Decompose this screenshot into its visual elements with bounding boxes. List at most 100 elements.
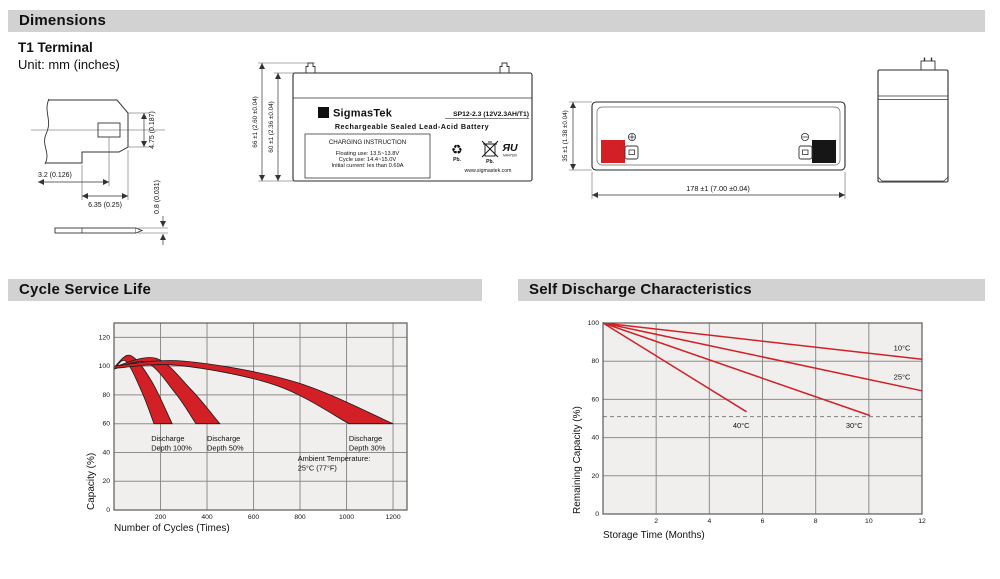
terminal-detail-drawing: 3.2 (0.126) 6.35 (0.25) 4.75 (0.187) 0.8… — [31, 98, 168, 245]
battery-front-view-drawing: 66 ±1 (2.60 ±0.04) 60 ±1 (2.36 ±0.04) Σ … — [252, 62, 533, 182]
side-terminal — [920, 57, 936, 71]
terminal-tab-left — [305, 62, 316, 73]
svg-text:Number of Cycles (Times): Number of Cycles (Times) — [114, 523, 230, 534]
svg-text:1000: 1000 — [339, 514, 354, 521]
top-view-inner-line — [596, 106, 841, 166]
recycle-pb-icon: ♻ Pb. — [451, 142, 463, 163]
svg-text:100: 100 — [99, 363, 111, 370]
svg-text:80: 80 — [591, 358, 599, 365]
svg-text:Remaining Capacity (%): Remaining Capacity (%) — [572, 406, 583, 514]
dim-total-height-label: 66 ±1 (2.60 ±0.04) — [252, 96, 259, 147]
brand-name: SigmasTek — [333, 108, 393, 120]
svg-text:20: 20 — [102, 478, 110, 485]
charging-line-1: Floating use: 13.5~13.8V — [336, 151, 400, 157]
svg-text:Capacity (%): Capacity (%) — [86, 453, 97, 510]
svg-text:600: 600 — [248, 514, 260, 521]
svg-text:Depth 50%: Depth 50% — [207, 443, 244, 452]
svg-text:Storage Time (Months): Storage Time (Months) — [603, 530, 705, 541]
positive-tab-slot — [628, 149, 635, 155]
battery-side-view-drawing — [877, 57, 949, 183]
svg-text:10°C: 10°C — [894, 344, 911, 353]
terminal-type-title: T1 Terminal — [18, 40, 93, 55]
svg-text:Pb.: Pb. — [453, 157, 461, 163]
section-title-self-discharge: Self Discharge Characteristics — [529, 281, 752, 298]
svg-text:20: 20 — [591, 473, 599, 480]
positive-terminal-mark — [628, 133, 637, 142]
battery-type-line: Rechargeable Sealed Lead-Acid Battery — [335, 122, 489, 131]
terminal-side-tip — [135, 227, 144, 234]
svg-text:4: 4 — [707, 518, 711, 525]
charging-instruction-box — [304, 133, 431, 179]
section-title-dimensions: Dimensions — [19, 12, 107, 29]
positive-tab-glyph — [624, 145, 639, 160]
svg-text:Discharge: Discharge — [151, 434, 184, 443]
negative-tab-slot — [802, 149, 809, 155]
svg-text:10: 10 — [865, 518, 873, 525]
dim-tab-width-label: 6.35 (0.25) — [88, 202, 122, 209]
charging-line-2: Cycle use: 14.4~15.0V — [339, 157, 397, 163]
negative-tab-glyph — [798, 145, 813, 160]
dim-hole-offset-label: 3.2 (0.126) — [38, 172, 72, 179]
svg-text:80: 80 — [102, 392, 110, 399]
svg-text:1200: 1200 — [385, 514, 400, 521]
svg-text:25°C (77°F): 25°C (77°F) — [298, 464, 337, 473]
battery-case-outline — [292, 72, 533, 182]
svg-text:MH47929: MH47929 — [503, 154, 517, 158]
svg-text:8: 8 — [814, 518, 818, 525]
svg-text:0: 0 — [595, 511, 599, 518]
side-case-outline — [877, 69, 949, 183]
model-number: SP12-2.3 (12V2.3AH/T1) — [453, 111, 529, 118]
cycle-service-life-chart: 200 400 600 800 1000 1200 0 20 40 60 80 100 120 Disch… — [86, 322, 408, 534]
svg-text:2: 2 — [654, 518, 658, 525]
svg-text:0: 0 — [106, 507, 110, 514]
svg-text:Ambient Temperature:: Ambient Temperature: — [298, 454, 371, 463]
dim-case-height-label: 60 ±1 (2.36 ±0.04) — [268, 101, 275, 152]
unit-note: Unit: mm (inches) — [18, 57, 120, 72]
charging-title: CHARGING INSTRUCTION — [329, 139, 406, 146]
svg-text:12: 12 — [918, 518, 926, 525]
svg-text:100: 100 — [588, 320, 600, 327]
svg-text:25°C: 25°C — [894, 372, 911, 381]
svg-text:Pb.: Pb. — [486, 159, 494, 165]
svg-text:Depth 100%: Depth 100% — [151, 443, 192, 452]
brand-logo-glyph: Σ — [321, 109, 326, 118]
crossed-bin-pb-icon: Pb. — [481, 140, 499, 165]
battery-top-view-drawing: 35 ±1 (1.38 ±0.04) 178 ±1 (7.00 ±0.04) — [562, 101, 846, 199]
terminal-tab-right — [499, 62, 510, 73]
svg-text:60: 60 — [102, 421, 110, 428]
svg-text:40: 40 — [591, 435, 599, 442]
dim-length-label: 178 ±1 (7.00 ±0.04) — [686, 184, 750, 193]
ul-recognized-icon: ЯU MH47929 — [501, 142, 518, 158]
section-title-cycle-life: Cycle Service Life — [19, 281, 152, 298]
svg-text:6: 6 — [761, 518, 765, 525]
svg-text:60: 60 — [591, 396, 599, 403]
dim-tab-height-label: 4.75 (0.187) — [149, 111, 156, 149]
svg-text:40: 40 — [102, 449, 110, 456]
svg-text:400: 400 — [201, 514, 213, 521]
top-view-outline — [591, 101, 846, 171]
svg-text:800: 800 — [294, 514, 306, 521]
svg-text:40°C: 40°C — [733, 421, 750, 430]
terminal-profile-outline — [45, 99, 129, 164]
self-discharge-chart: 10°C 25°C 30°C 40°C 2 4 6 8 10 12 0 20 40 60 80 100 Stor… — [572, 320, 926, 541]
charging-line-3: Initial current: les than 0.69A — [331, 163, 403, 169]
svg-text:ЯU: ЯU — [501, 142, 518, 154]
section-header-dimensions: Dimensions — [8, 10, 985, 32]
break-line — [44, 98, 50, 165]
svg-text:♻: ♻ — [451, 142, 463, 157]
negative-terminal-block — [812, 140, 836, 163]
side-base-line — [877, 176, 949, 182]
dim-depth-label: 35 ±1 (1.38 ±0.04) — [562, 110, 569, 161]
website-text: www.sigmastek.com — [465, 168, 512, 174]
svg-text:Depth 30%: Depth 30% — [349, 443, 386, 452]
svg-text:Discharge: Discharge — [349, 434, 382, 443]
positive-terminal-block — [601, 140, 625, 163]
terminal-side-profile — [54, 227, 137, 234]
brand-logo-box — [318, 107, 329, 118]
negative-terminal-mark — [800, 133, 809, 142]
svg-text:120: 120 — [99, 334, 111, 341]
svg-text:30°C: 30°C — [846, 421, 863, 430]
svg-text:Discharge: Discharge — [207, 434, 240, 443]
dim-thickness-label: 0.8 (0.031) — [154, 180, 161, 214]
